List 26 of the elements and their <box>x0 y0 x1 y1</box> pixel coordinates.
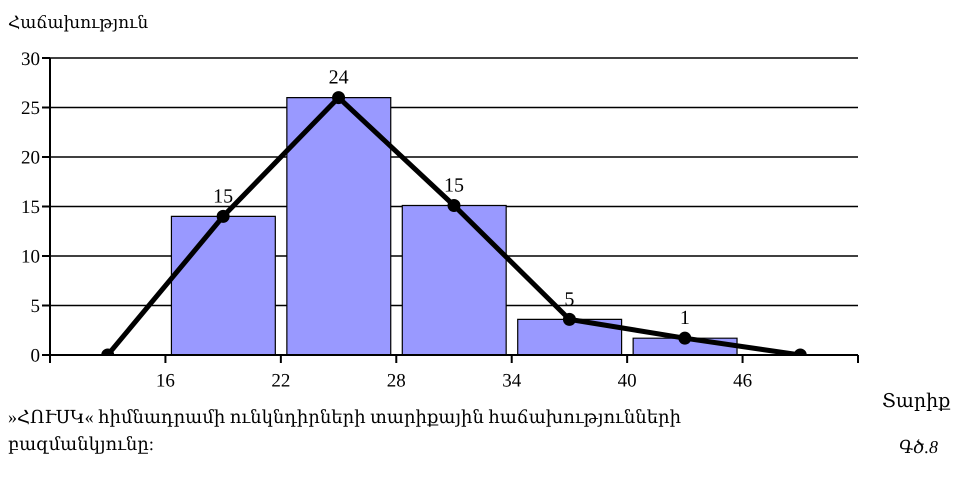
text: »ՀՈՒՍԿ« հիմնադրամի ունկնդիրների տարիքային հաճախությունների բազմանկյունը: <box>8 406 682 456</box>
y-tick-label: 10 <box>21 246 40 268</box>
text: Գծ.8 <box>898 437 939 458</box>
x-tick-label: 28 <box>386 370 406 392</box>
point <box>678 332 692 345</box>
x-tick-label: 40 <box>618 370 637 392</box>
x-tick-label: 22 <box>271 370 290 392</box>
x-tick-label: 16 <box>156 370 175 392</box>
y-axis-title: Հաճախություն <box>8 12 150 34</box>
y-tick-label: 20 <box>21 148 40 169</box>
point <box>216 210 230 223</box>
x-axis-title: Տարիք <box>881 390 952 413</box>
y-tick-label: 0 <box>30 346 40 367</box>
y-tick-label: 30 <box>21 48 40 70</box>
x-tick-label: 34 <box>502 370 522 392</box>
annotation: 1 <box>680 307 690 330</box>
point <box>562 312 576 326</box>
x-tick-label: 46 <box>733 370 752 392</box>
point <box>448 199 460 212</box>
y-tick-label: 25 <box>21 98 40 120</box>
annotation: 15 <box>444 174 464 197</box>
annotation: 24 <box>328 66 349 89</box>
y-tick-label: 5 <box>30 296 40 318</box>
annotation: 15 <box>213 185 234 208</box>
y-tick-label: 15 <box>21 197 40 218</box>
point <box>332 91 346 104</box>
